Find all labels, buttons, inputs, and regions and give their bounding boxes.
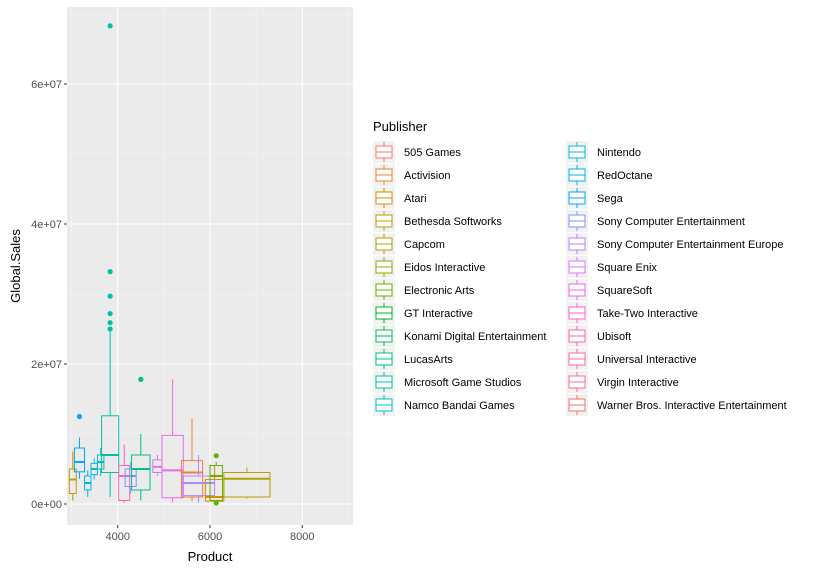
legend: Publisher 505 Games Activision Atari Bethes… [373, 119, 787, 416]
box-outlier-point [213, 453, 219, 459]
box-group [101, 23, 120, 497]
box-group [73, 413, 86, 479]
legend-item: Konami Digital Entertainment [373, 325, 546, 347]
y-tick-label: 6e+07 [31, 79, 62, 91]
box-outlier-point [107, 311, 113, 317]
legend-item: Square Enix [566, 256, 657, 278]
legend-label: 505 Games [404, 147, 461, 159]
box-body [180, 460, 204, 498]
legend-item: Sony Computer Entertainment Europe [566, 233, 784, 255]
legend-label: Atari [404, 193, 427, 205]
box-group [96, 448, 105, 476]
legend-item: Electronic Arts [373, 279, 475, 301]
box-body [223, 472, 271, 498]
box-group [68, 451, 77, 501]
legend-item: Ubisoft [566, 325, 631, 347]
legend-item: Virgin Interactive [566, 371, 679, 393]
legend-label: Namco Bandai Games [404, 400, 515, 412]
legend-label: Ubisoft [597, 331, 631, 343]
x-tick-label: 8000 [290, 531, 314, 543]
box-body [101, 415, 120, 473]
grid-layer [67, 7, 353, 525]
y-tick-label: 0e+00 [31, 499, 62, 511]
box-outlier-point [107, 293, 113, 299]
box-outlier-point [107, 269, 113, 275]
legend-label: SquareSoft [597, 285, 652, 297]
legend-label: Sony Computer Entertainment Europe [597, 239, 784, 251]
box-group [161, 379, 184, 503]
legend-item: Sega [566, 187, 624, 209]
box-body [73, 447, 86, 473]
legend-label: Nintendo [597, 147, 641, 159]
legend-item: SquareSoft [566, 279, 652, 301]
legend-item: Capcom [373, 233, 445, 255]
legend-label: Microsoft Game Studios [404, 377, 522, 389]
legend-item: Sony Computer Entertainment [566, 210, 745, 232]
box-body [181, 475, 216, 497]
legend-item: Atari [373, 187, 427, 209]
legend-label: LucasArts [404, 354, 453, 366]
legend-label: Sony Computer Entertainment [597, 216, 745, 228]
legend-label: Electronic Arts [404, 285, 475, 297]
box-body [131, 454, 151, 491]
box-group [223, 467, 271, 499]
box-body [124, 468, 137, 487]
legend-label: Universal Interactive [597, 354, 697, 366]
box-outlier-point [76, 413, 83, 420]
box-outlier-point [138, 376, 144, 382]
legend-label: Capcom [404, 239, 445, 251]
legend-item: RedOctane [566, 164, 653, 186]
legend-item: Take-Two Interactive [566, 302, 698, 324]
box-group [181, 455, 216, 503]
box-group [124, 462, 137, 494]
legend-item: GT Interactive [373, 302, 473, 324]
legend-label: Sega [597, 193, 624, 205]
box-outlier-point [213, 500, 219, 506]
legend-label: RedOctane [597, 170, 653, 182]
y-axis-title: Global.Sales [8, 229, 23, 303]
legend-item: Nintendo [566, 141, 641, 163]
legend-item: Microsoft Game Studios [373, 371, 522, 393]
legend-item: Bethesda Softworks [373, 210, 502, 232]
box-outlier-point [107, 23, 113, 29]
legend-label: Eidos Interactive [404, 262, 485, 274]
axis-layer: 4000 6000 8000 0e+00 2e+07 4e+07 6e+07 [31, 79, 314, 543]
legend-item: 505 Games [373, 141, 461, 163]
legend-label: Take-Two Interactive [597, 308, 698, 320]
legend-label: Square Enix [597, 262, 657, 274]
legend-label: GT Interactive [404, 308, 473, 320]
legend-item: Eidos Interactive [373, 256, 485, 278]
legend-title: Publisher [373, 119, 428, 134]
legend-item: LucasArts [373, 348, 453, 370]
legend-item: Warner Bros. Interactive Entertainment [566, 394, 787, 416]
box-body [118, 465, 131, 501]
box-group [90, 458, 98, 480]
box-body [161, 434, 184, 499]
y-tick-label: 4e+07 [31, 219, 62, 231]
box-layer [68, 23, 271, 506]
legend-label: Warner Bros. Interactive Entertainment [597, 400, 787, 412]
box-group [180, 418, 204, 502]
legend-label: Virgin Interactive [597, 377, 679, 389]
x-tick-label: 6000 [198, 531, 222, 543]
x-axis-title: Product [188, 549, 233, 564]
y-tick-label: 2e+07 [31, 359, 62, 371]
box-body [68, 468, 77, 494]
box-outlier-point [107, 326, 113, 332]
legend-label: Bethesda Softworks [404, 216, 502, 228]
box-group [131, 376, 151, 501]
legend-item: Activision [373, 164, 450, 186]
box-group [84, 470, 92, 497]
legend-label: Activision [404, 170, 450, 182]
legend-label: Konami Digital Entertainment [404, 331, 546, 343]
box-group [209, 453, 223, 506]
legend-item: Namco Bandai Games [373, 394, 515, 416]
box-outlier-point [107, 320, 113, 326]
x-tick-label: 4000 [105, 531, 129, 543]
legend-item: Universal Interactive [566, 348, 697, 370]
